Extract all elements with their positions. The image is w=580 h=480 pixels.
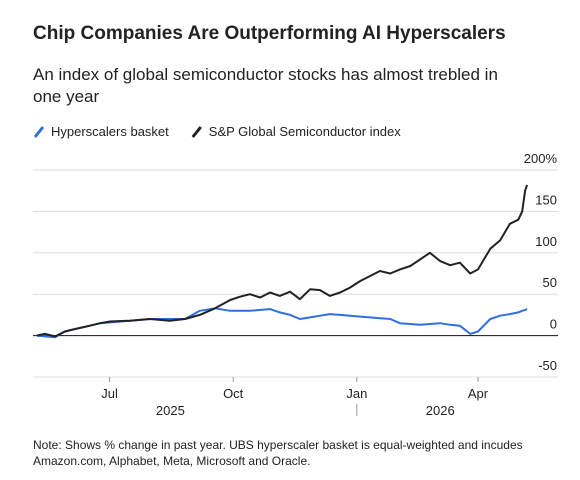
y-tick-label: -50: [538, 358, 557, 373]
x-tick-label: Oct: [223, 386, 244, 401]
x-group-label: 2026: [426, 403, 455, 418]
y-tick-label: 100: [535, 234, 557, 249]
y-tick-label: 200%: [524, 151, 558, 166]
legend-swatch: [191, 126, 202, 138]
series-line: [36, 307, 528, 339]
legend-swatch: [33, 126, 45, 138]
subtitle: one year: [33, 87, 99, 106]
note: Note: Shows % change in past year. UBS h…: [33, 438, 523, 452]
series-line: [36, 184, 529, 338]
note: Amazon.com, Alphabet, Meta, Microsoft an…: [33, 454, 310, 468]
subtitle: An index of global semiconductor stocks …: [33, 65, 498, 84]
x-tick-label: Jul: [101, 386, 118, 401]
legend-label: S&P Global Semiconductor index: [209, 124, 401, 139]
y-tick-label: 0: [550, 317, 557, 332]
x-tick-label: Jan: [346, 386, 367, 401]
x-tick-label: Apr: [468, 386, 489, 401]
y-tick-label: 150: [535, 192, 557, 207]
x-group-label: 2025: [156, 403, 185, 418]
chart-title: Chip Companies Are Outperforming AI Hype…: [33, 23, 506, 44]
y-tick-label: 50: [543, 275, 557, 290]
legend-label: Hyperscalers basket: [51, 124, 169, 139]
